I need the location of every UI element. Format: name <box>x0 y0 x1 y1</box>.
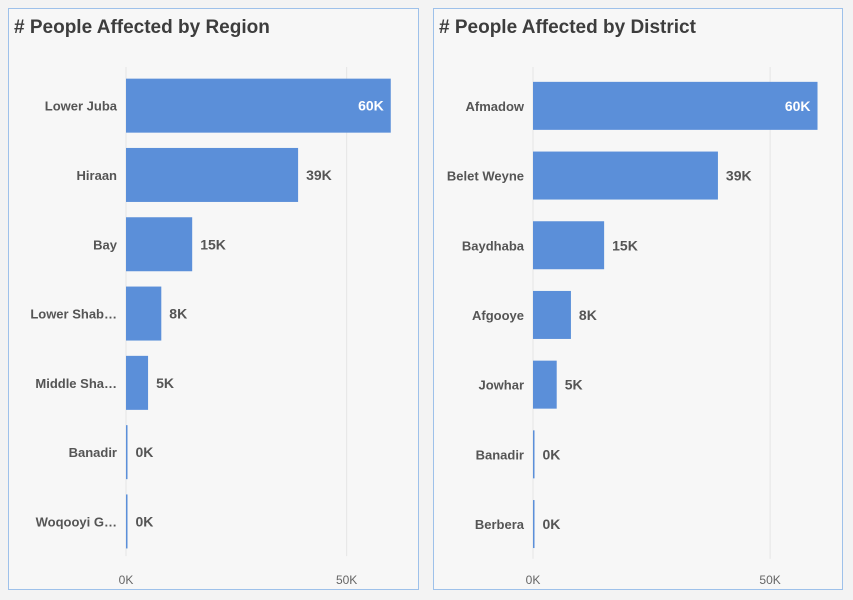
district-bar <box>533 151 718 200</box>
district-data-label: 15K <box>612 237 638 253</box>
region-bar <box>126 355 149 410</box>
district-bar-chart: 0K 50K Afmadow 60K Belet Weyne 39K Baydhaba 15K… <box>447 67 818 587</box>
region-category-label: Lower Juba <box>45 99 118 114</box>
district-chart-panel: # People Affected by District 0K 50K Afmad… <box>433 8 843 590</box>
district-bar <box>533 360 557 409</box>
region-data-label: 5K <box>156 375 174 391</box>
district-data-label: 0K <box>543 516 561 532</box>
region-bar-chart: 0K 50K Lower Juba 60K Hiraan 39K Bay 15K Lower S… <box>30 67 391 587</box>
region-bar <box>126 286 162 341</box>
region-data-label: 8K <box>169 306 187 322</box>
region-category-label: Woqooyi G… <box>36 514 117 529</box>
region-category-label: Middle Sha… <box>35 376 117 391</box>
district-category-label: Berbera <box>475 517 525 532</box>
district-category-label: Belet Weyne <box>447 169 524 184</box>
district-bar <box>533 221 605 270</box>
district-data-label: 60K <box>785 98 811 114</box>
region-x-tick-label: 0K <box>119 573 134 587</box>
region-category-label: Hiraan <box>77 168 118 183</box>
district-data-label: 0K <box>543 446 561 462</box>
region-data-label: 39K <box>306 167 332 183</box>
region-x-tick-label: 50K <box>336 573 357 587</box>
region-category-label: Lower Shab… <box>30 307 117 322</box>
district-bar <box>533 81 818 130</box>
district-category-label: Afgooye <box>472 308 524 323</box>
district-bar <box>533 290 571 339</box>
region-bar <box>126 217 193 272</box>
region-category-label: Banadir <box>69 445 117 460</box>
region-category-label: Bay <box>93 237 118 252</box>
district-data-label: 39K <box>726 168 752 184</box>
region-data-label: 15K <box>200 236 226 252</box>
district-category-label: Banadir <box>476 447 524 462</box>
region-data-label: 0K <box>136 513 154 529</box>
region-bar <box>126 494 128 549</box>
district-category-label: Afmadow <box>466 99 525 114</box>
region-bar <box>126 147 299 202</box>
region-chart-title: # People Affected by Region <box>14 17 270 38</box>
region-data-label: 0K <box>136 444 154 460</box>
district-bar <box>533 430 535 479</box>
district-x-tick-label: 50K <box>759 573 780 587</box>
region-bar <box>126 425 128 480</box>
district-category-label: Baydhaba <box>462 238 525 253</box>
region-chart-panel: # People Affected by Region 0K 50K Lower J… <box>8 8 419 590</box>
region-bar <box>126 78 391 133</box>
district-x-tick-label: 0K <box>526 573 541 587</box>
district-bar <box>533 500 535 549</box>
district-data-label: 8K <box>579 307 597 323</box>
district-chart-title: # People Affected by District <box>439 17 696 38</box>
district-category-label: Jowhar <box>478 378 524 393</box>
region-data-label: 60K <box>358 98 384 114</box>
district-data-label: 5K <box>565 377 583 393</box>
